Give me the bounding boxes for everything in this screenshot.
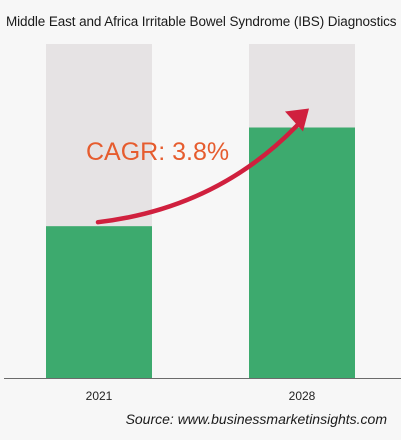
source-note: Source: www.businessmarketinsights.com: [125, 411, 387, 427]
x-tick-label: 2021: [86, 389, 113, 403]
chart-title: Middle East and Africa Irritable Bowel S…: [6, 14, 401, 29]
bar-2021: [46, 226, 152, 378]
bar-2028: [249, 127, 355, 378]
cagr-arrow-head: [285, 108, 309, 132]
cagr-arrow: [95, 121, 302, 225]
cagr-annotation: CAGR: 3.8%: [86, 138, 229, 166]
x-tick-label: 2028: [289, 389, 316, 403]
